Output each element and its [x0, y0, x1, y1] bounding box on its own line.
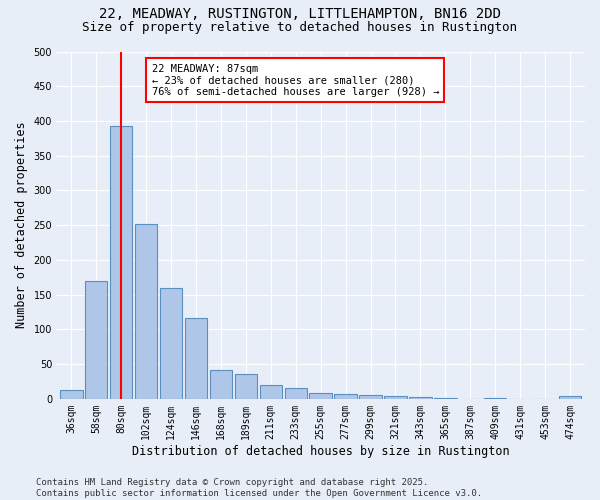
Bar — [210, 370, 232, 399]
X-axis label: Distribution of detached houses by size in Rustington: Distribution of detached houses by size … — [132, 444, 509, 458]
Bar — [85, 280, 107, 399]
Bar — [235, 374, 257, 399]
Bar — [334, 394, 357, 399]
Bar — [185, 318, 207, 399]
Y-axis label: Number of detached properties: Number of detached properties — [15, 122, 28, 328]
Bar — [60, 390, 83, 399]
Bar — [359, 396, 382, 399]
Bar — [135, 224, 157, 399]
Text: 22 MEADWAY: 87sqm
← 23% of detached houses are smaller (280)
76% of semi-detache: 22 MEADWAY: 87sqm ← 23% of detached hous… — [152, 64, 439, 97]
Text: 22, MEADWAY, RUSTINGTON, LITTLEHAMPTON, BN16 2DD: 22, MEADWAY, RUSTINGTON, LITTLEHAMPTON, … — [99, 8, 501, 22]
Bar — [409, 396, 431, 399]
Bar — [384, 396, 407, 399]
Bar — [484, 398, 506, 399]
Text: Contains HM Land Registry data © Crown copyright and database right 2025.
Contai: Contains HM Land Registry data © Crown c… — [36, 478, 482, 498]
Bar — [260, 385, 282, 399]
Bar — [559, 396, 581, 399]
Bar — [284, 388, 307, 399]
Bar — [160, 288, 182, 399]
Bar — [310, 392, 332, 399]
Text: Size of property relative to detached houses in Rustington: Size of property relative to detached ho… — [83, 21, 517, 34]
Bar — [110, 126, 133, 399]
Bar — [434, 398, 457, 399]
